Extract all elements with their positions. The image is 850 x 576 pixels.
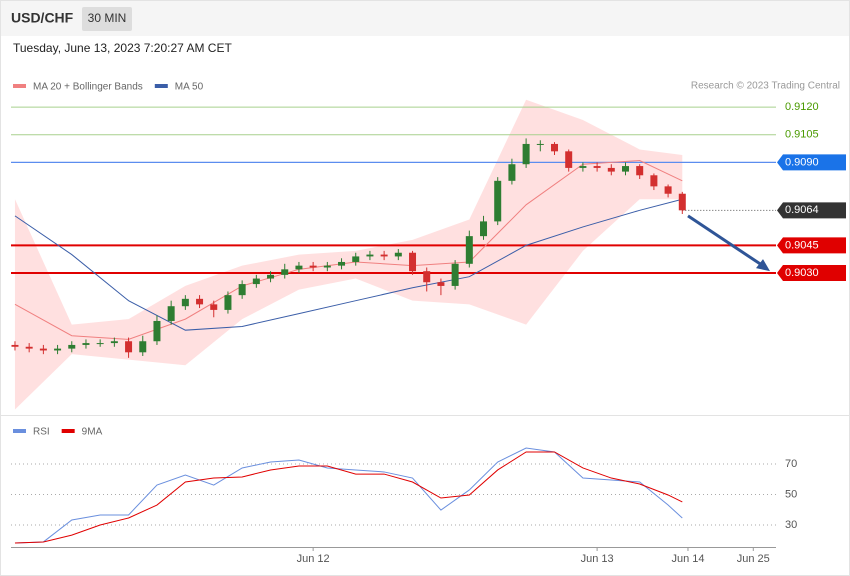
level-label: 0.9064 [785, 204, 819, 216]
candle-body [238, 284, 246, 296]
level-label-box [777, 237, 846, 254]
bollinger-band [14, 99, 683, 410]
candle-body [394, 252, 402, 257]
candle-body [508, 164, 516, 181]
candle-body [650, 175, 658, 187]
candle-body [309, 265, 317, 268]
candle-body [451, 263, 459, 286]
candle-body [522, 143, 530, 165]
rsi-tick-label: 70 [785, 458, 797, 470]
forecast-arrow-head [756, 259, 770, 272]
candle-body [380, 254, 388, 257]
candle-body [465, 236, 473, 264]
level-label-box [777, 265, 846, 282]
candle-body [607, 167, 615, 172]
rsi-line [14, 447, 683, 544]
level-label: 0.9090 [785, 156, 819, 168]
interval[interactable]: 30 MIN [88, 11, 127, 25]
x-tick-label: Jun 14 [671, 553, 704, 565]
candle-body [125, 341, 133, 353]
legend-swatch [13, 84, 26, 88]
candle-body [252, 278, 260, 285]
candle-body [536, 143, 544, 145]
candle-body [437, 282, 445, 286]
header-bar [1, 1, 849, 36]
candle-body [110, 341, 118, 344]
x-tick-label: Jun 12 [297, 553, 330, 565]
candle-body [210, 304, 218, 310]
candle-body [579, 166, 587, 168]
candle-body [11, 344, 19, 347]
rsi-tick-label: 30 [785, 519, 797, 531]
candle-body [494, 180, 502, 222]
legend-swatch [154, 84, 168, 88]
candle-body [664, 186, 672, 194]
timestamp: Tuesday, June 13, 2023 7:20:27 AM CET [13, 41, 232, 55]
candle-body [295, 265, 303, 270]
candle-body [196, 298, 204, 305]
x-tick-label: Jun 25 [737, 553, 770, 565]
x-tick-label: Jun 13 [581, 553, 614, 565]
candle-body [409, 252, 417, 272]
candle-body [139, 341, 147, 353]
candle-body [338, 261, 346, 266]
candle-body [551, 143, 559, 152]
interval-badge[interactable] [82, 7, 132, 31]
candle-body [480, 221, 488, 237]
candle-body [25, 346, 33, 349]
candle-body [224, 295, 232, 310]
candle-body [352, 256, 360, 262]
level-label-box [777, 202, 846, 219]
candle-body [423, 271, 431, 283]
candle-body [167, 306, 175, 321]
candle-body [82, 343, 90, 345]
candle-body [153, 320, 161, 342]
legend-label: MA 20 + Bollinger Bands [33, 82, 143, 93]
rsi-line [14, 451, 683, 544]
level-label: 0.9045 [785, 239, 819, 251]
candle-body [267, 274, 275, 279]
candle-body [323, 265, 331, 268]
candle-body [565, 151, 573, 168]
candle-body [68, 344, 76, 349]
candle-body [96, 343, 104, 345]
level-label: 0.9030 [785, 267, 819, 279]
level-label-box [777, 154, 846, 171]
candle-body [366, 254, 374, 257]
candle-body [636, 166, 644, 176]
candle-body [181, 298, 189, 307]
candle-body [678, 193, 686, 211]
level-label: 0.9105 [785, 129, 819, 141]
forecast-arrow [687, 214, 763, 267]
candle-body [593, 166, 601, 168]
legend-swatch [61, 429, 75, 433]
level-label: 0.9120 [785, 101, 819, 113]
legend-label: MA 50 [175, 82, 204, 93]
candle-body [621, 166, 629, 172]
credit: Research © 2023 Trading Central [691, 81, 840, 92]
chart-title: USD/CHF [11, 10, 74, 26]
rsi-tick-label: 50 [785, 488, 797, 500]
candle-body [54, 348, 62, 351]
candle-body [281, 269, 289, 275]
legend-label: 9MA [82, 427, 103, 438]
legend-swatch [13, 429, 26, 433]
legend-label: RSI [33, 427, 50, 438]
moving-average [14, 198, 683, 331]
candle-body [39, 348, 47, 351]
